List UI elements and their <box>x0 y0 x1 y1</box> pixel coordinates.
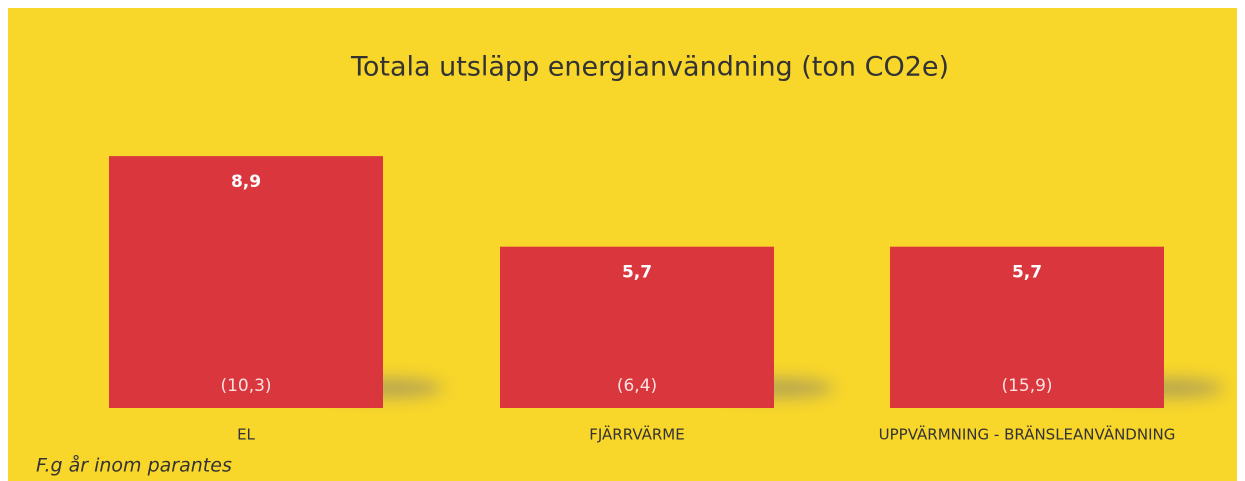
previous-label: (6,4) <box>617 376 657 396</box>
x-tick-label: FJÄRRVÄRME <box>589 425 684 444</box>
previous-label: (10,3) <box>220 376 271 396</box>
value-label: 5,7 <box>622 263 652 283</box>
previous-label: (15,9) <box>1001 376 1052 396</box>
footnote: F.g år inom parantes <box>36 454 232 477</box>
bar <box>500 246 774 408</box>
bar <box>890 246 1164 408</box>
value-label: 8,9 <box>231 172 261 192</box>
bar <box>109 156 383 408</box>
value-label: 5,7 <box>1012 263 1042 283</box>
x-tick-label: UPPVÄRMNING - BRÄNSLEANVÄNDNING <box>879 425 1176 444</box>
x-tick-label: EL <box>237 426 255 444</box>
chart-title: Totala utsläpp energianvändning (ton CO2… <box>350 52 949 83</box>
